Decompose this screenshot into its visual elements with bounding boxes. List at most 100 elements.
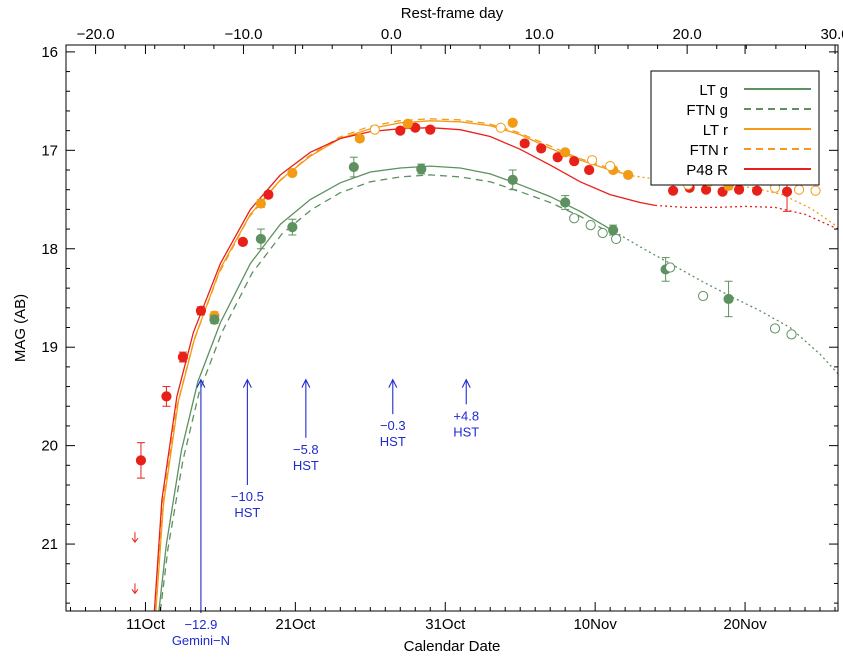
legend-label: FTN g <box>686 102 728 119</box>
epoch-label: −10.5 <box>231 489 264 504</box>
top-tick-label: −10.0 <box>224 26 262 43</box>
data-point <box>395 125 406 136</box>
top-tick-label: 10.0 <box>525 26 554 43</box>
top-tick-label: −20.0 <box>77 26 115 43</box>
data-point <box>135 455 147 466</box>
data-point <box>560 147 571 158</box>
data-point <box>495 122 506 133</box>
y-tick-label: 19 <box>41 339 58 356</box>
data-point <box>507 174 518 185</box>
data-point <box>697 290 709 302</box>
top-tick-label: 20.0 <box>673 26 702 43</box>
data-point <box>161 391 172 402</box>
legend-label: FTN r <box>690 142 728 159</box>
data-point <box>608 224 619 236</box>
epoch-arrowhead <box>242 378 252 388</box>
data-point <box>195 305 207 316</box>
model-curve <box>655 204 838 230</box>
y-tick-label: 17 <box>41 142 58 159</box>
model-curve <box>153 127 656 611</box>
data-point <box>536 143 547 154</box>
data-point <box>369 124 380 135</box>
legend-label: LT r <box>703 122 728 139</box>
epoch-label: −0.3 <box>380 418 406 433</box>
data-point <box>209 314 220 325</box>
y-tick-label: 18 <box>41 241 58 258</box>
data-point <box>287 167 298 179</box>
data-point <box>793 184 805 195</box>
epoch-instrument: HST <box>380 434 406 449</box>
data-point <box>611 233 622 245</box>
data-point <box>668 185 679 196</box>
data-point <box>255 233 266 245</box>
bottom-tick-label: 21Oct <box>275 616 316 633</box>
epoch-label: −12.9 <box>184 617 217 632</box>
data-point <box>402 118 413 129</box>
data-point <box>507 117 518 128</box>
x-axis-title: Calendar Date <box>404 638 501 655</box>
epoch-label: −5.8 <box>293 442 319 457</box>
data-point <box>751 185 763 196</box>
data-point <box>237 236 248 247</box>
epoch-label: +4.8 <box>453 408 479 423</box>
data-point <box>255 198 266 209</box>
epoch-instrument: HST <box>293 458 319 473</box>
data-point <box>584 164 595 176</box>
y-tick-label: 16 <box>41 44 58 61</box>
data-points <box>131 117 821 595</box>
epoch-instrument: Gemini−N <box>172 633 230 648</box>
data-point <box>560 197 571 208</box>
epoch-arrowhead <box>301 378 311 388</box>
epoch-arrowhead <box>196 378 206 388</box>
data-point <box>416 163 427 175</box>
data-point <box>623 169 634 181</box>
data-point <box>665 262 676 273</box>
bottom-tick-label: 20Nov <box>723 616 767 633</box>
data-point <box>519 138 530 149</box>
data-point <box>733 184 745 195</box>
data-point <box>348 161 359 173</box>
data-point <box>177 351 189 363</box>
legend-label: P48 R <box>686 162 728 179</box>
axes: 11Oct 21Oct 31Oct 10Nov 20Nov −20.0 −10.0 0.0 10… <box>41 26 843 633</box>
y-axis-title: MAG (AB) <box>12 294 29 362</box>
top-tick-label: 0.0 <box>381 26 402 43</box>
epoch-instrument: HST <box>234 505 260 520</box>
data-point <box>425 124 436 135</box>
data-point <box>723 293 734 305</box>
bottom-tick-label: 10Nov <box>573 616 617 633</box>
data-point <box>781 186 793 197</box>
model-curve <box>155 120 633 611</box>
model-curve <box>159 174 611 611</box>
data-point <box>569 156 580 167</box>
y-tick-label: 20 <box>41 438 58 455</box>
data-point <box>769 323 781 334</box>
bottom-tick-label: 11Oct <box>126 616 166 633</box>
data-point <box>587 155 598 166</box>
legend-label: LT g <box>699 82 728 99</box>
epoch-arrowhead <box>388 378 398 388</box>
hst-epoch-annotations: −12.9Gemini−N−10.5HST−5.8HST−0.3HST+4.8H… <box>172 378 479 648</box>
data-point <box>569 213 580 224</box>
y-tick-label: 21 <box>41 536 58 553</box>
epoch-arrowhead <box>461 378 471 388</box>
data-point <box>810 185 821 196</box>
data-point <box>287 222 298 233</box>
data-point <box>552 152 563 163</box>
data-point <box>605 160 616 172</box>
data-point <box>786 329 797 340</box>
upper-limit-arrowhead <box>131 589 139 595</box>
model-curve <box>609 228 838 375</box>
data-point <box>585 220 596 231</box>
bottom-tick-label: 31Oct <box>425 616 466 633</box>
data-point <box>597 227 608 239</box>
epoch-instrument: HST <box>453 424 479 439</box>
data-point <box>354 133 365 144</box>
top-tick-label: 30.0 <box>820 26 843 43</box>
model-curve <box>158 165 611 611</box>
data-point <box>263 189 274 200</box>
legend: LT g FTN g LT r FTN r P48 R <box>650 70 820 186</box>
top-axis-title: Rest-frame day <box>401 5 504 22</box>
model-curve <box>153 118 632 611</box>
